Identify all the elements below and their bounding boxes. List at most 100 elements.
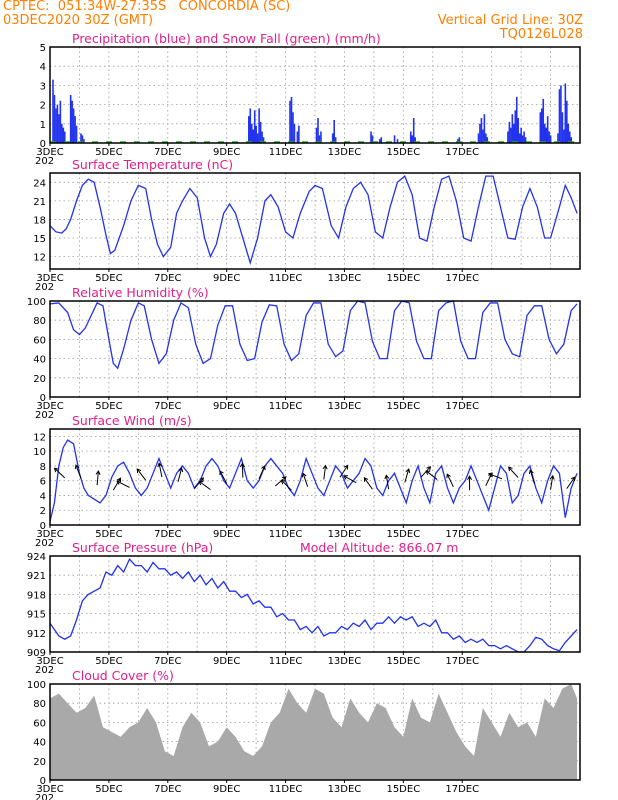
x-tick-label: 3DEC xyxy=(36,273,63,284)
y-tick-label: 80 xyxy=(33,699,46,710)
wind-vector-arrow xyxy=(75,465,82,479)
precip-bar xyxy=(74,116,76,143)
cloud-cover-area xyxy=(50,684,578,780)
wind-vector-arrowhead xyxy=(74,464,80,470)
precip-bar xyxy=(83,139,85,143)
precip-bar xyxy=(318,135,321,143)
precip-bar xyxy=(81,135,84,143)
wind-vector-arrow xyxy=(302,473,309,487)
precip-plot-frame xyxy=(49,46,581,144)
precip-bar xyxy=(255,125,257,143)
y-tick-label: 0 xyxy=(40,521,46,532)
precip-bar xyxy=(53,95,56,143)
y-tick-label: 60 xyxy=(33,718,46,729)
y-tick-label: 924 xyxy=(27,552,46,563)
precip-bar xyxy=(315,127,318,143)
precip-bar xyxy=(511,114,514,143)
precip-bar xyxy=(566,100,568,143)
temperature-panel-title: Surface Temperature (nC) xyxy=(72,157,233,172)
wind-vector-arrowhead xyxy=(53,467,59,473)
precip-bar xyxy=(292,112,294,143)
precip-bar xyxy=(331,133,334,143)
precip-bar xyxy=(523,131,525,143)
wind-vector-arrow xyxy=(54,467,66,479)
x-tick-label: 11DEC xyxy=(269,656,303,667)
precip-bar xyxy=(542,98,545,143)
x-tick-label: 9DEC xyxy=(213,784,240,795)
precip-bar xyxy=(80,133,82,143)
precip-bar xyxy=(250,123,253,143)
y-tick-label: 40 xyxy=(33,355,46,366)
x-tick-label: 15DEC xyxy=(386,401,420,412)
x-tick-label: 15DEC xyxy=(386,784,420,795)
y-tick-label: 2 xyxy=(40,506,46,517)
wind-vector-arrowhead xyxy=(280,479,286,485)
precip-bar xyxy=(259,121,262,143)
precip-bar xyxy=(380,137,383,143)
wind-vector-arrowhead xyxy=(343,475,348,480)
precip-bar xyxy=(414,137,416,143)
humidity-panel-title: Relative Humidity (%) xyxy=(72,285,209,300)
precip-bar xyxy=(457,139,459,143)
y-tick-label: 2 xyxy=(40,101,46,112)
wind-vector-arrow xyxy=(339,465,349,478)
wind-vector-arrowhead xyxy=(178,467,184,473)
x-tick-label: 5DEC xyxy=(95,656,122,667)
precip-bar xyxy=(296,131,299,143)
wind-vector-arrowhead xyxy=(136,468,142,474)
x-tick-label: 17DEC xyxy=(445,529,479,540)
x-tick-label: 3DEC xyxy=(36,656,63,667)
x-tick-label: 3DEC xyxy=(36,784,63,795)
y-tick-label: 40 xyxy=(33,738,46,749)
y-tick-label: 5 xyxy=(40,43,46,54)
precip-bar xyxy=(52,79,54,143)
header-grid-line-info: Vertical Grid Line: 30Z xyxy=(437,13,583,28)
precip-bar xyxy=(317,118,319,143)
pressure-plot-frame xyxy=(49,555,581,653)
x-year-fragment: 202 xyxy=(35,410,54,421)
precip-bar xyxy=(252,129,255,143)
wind-vector-arrow xyxy=(219,470,228,484)
precip-bar xyxy=(72,108,75,143)
wind-vector-arrowhead xyxy=(549,474,555,480)
y-tick-label: 21 xyxy=(33,197,46,208)
x-tick-label: 13DEC xyxy=(328,656,362,667)
wind-vector-arrowhead xyxy=(157,462,163,468)
header-model-code: TQ0126L028 xyxy=(499,27,583,42)
x-tick-label: 11DEC xyxy=(269,784,303,795)
pressure-series-line xyxy=(49,558,578,653)
wind-vector-arrow xyxy=(136,468,147,481)
precip-bar xyxy=(480,118,483,143)
wind-vector-arrow xyxy=(158,463,163,478)
y-tick-label: 60 xyxy=(33,335,46,346)
y-tick-label: 4 xyxy=(40,62,46,73)
x-year-fragment: 202 xyxy=(35,282,54,293)
precip-bar xyxy=(320,131,322,143)
precip-bar xyxy=(557,133,559,143)
precip-bar xyxy=(71,100,73,143)
cloud-panel-title: Cloud Cover (%) xyxy=(72,668,174,683)
y-tick-label: 100 xyxy=(27,297,46,308)
x-tick-label: 13DEC xyxy=(328,529,362,540)
x-tick-label: 7DEC xyxy=(154,273,181,284)
wind-vector-arrow xyxy=(241,463,244,478)
precip-bar xyxy=(333,119,336,143)
y-tick-label: 20 xyxy=(33,757,46,768)
precip-bar xyxy=(539,112,542,143)
y-tick-label: 915 xyxy=(27,610,46,621)
x-tick-label: 9DEC xyxy=(213,529,240,540)
precip-bar xyxy=(524,137,527,143)
precip-bar xyxy=(485,133,487,143)
precip-bar xyxy=(396,139,399,143)
pressure-panel-title: Surface Pressure (hPa) xyxy=(72,540,213,555)
humidity-plot-frame xyxy=(49,300,581,398)
y-tick-label: 12 xyxy=(33,253,46,264)
precip-bar xyxy=(482,129,484,143)
x-year-fragment: 202 xyxy=(35,793,54,800)
y-tick-label: 909 xyxy=(27,648,46,659)
wind-series-line xyxy=(49,439,578,522)
wind-vector-arrow xyxy=(323,465,327,480)
wind-vector-arrow xyxy=(385,475,390,490)
x-tick-label: 9DEC xyxy=(213,273,240,284)
wind-vector-arrow xyxy=(343,475,357,484)
